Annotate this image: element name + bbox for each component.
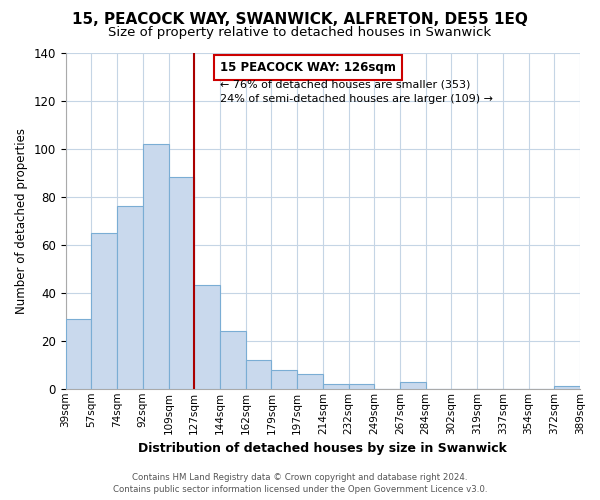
Bar bbox=[143, 144, 169, 389]
Bar bbox=[169, 178, 194, 389]
Text: 15, PEACOCK WAY, SWANWICK, ALFRETON, DE55 1EQ: 15, PEACOCK WAY, SWANWICK, ALFRETON, DE5… bbox=[72, 12, 528, 28]
Bar bbox=[117, 206, 143, 389]
Bar bbox=[323, 384, 349, 389]
Text: ← 76% of detached houses are smaller (353)
24% of semi-detached houses are large: ← 76% of detached houses are smaller (35… bbox=[220, 80, 493, 104]
Text: 15 PEACOCK WAY: 126sqm: 15 PEACOCK WAY: 126sqm bbox=[220, 61, 396, 74]
Bar bbox=[554, 386, 580, 389]
Bar bbox=[65, 319, 91, 389]
X-axis label: Distribution of detached houses by size in Swanwick: Distribution of detached houses by size … bbox=[139, 442, 507, 455]
Bar bbox=[245, 360, 271, 389]
Text: Contains HM Land Registry data © Crown copyright and database right 2024.
Contai: Contains HM Land Registry data © Crown c… bbox=[113, 472, 487, 494]
Bar bbox=[220, 331, 245, 389]
Bar bbox=[297, 374, 323, 389]
Bar bbox=[91, 232, 117, 389]
Y-axis label: Number of detached properties: Number of detached properties bbox=[15, 128, 28, 314]
Bar bbox=[349, 384, 374, 389]
Bar bbox=[271, 370, 297, 389]
Text: Size of property relative to detached houses in Swanwick: Size of property relative to detached ho… bbox=[109, 26, 491, 39]
Bar bbox=[194, 286, 220, 389]
Bar bbox=[400, 382, 425, 389]
